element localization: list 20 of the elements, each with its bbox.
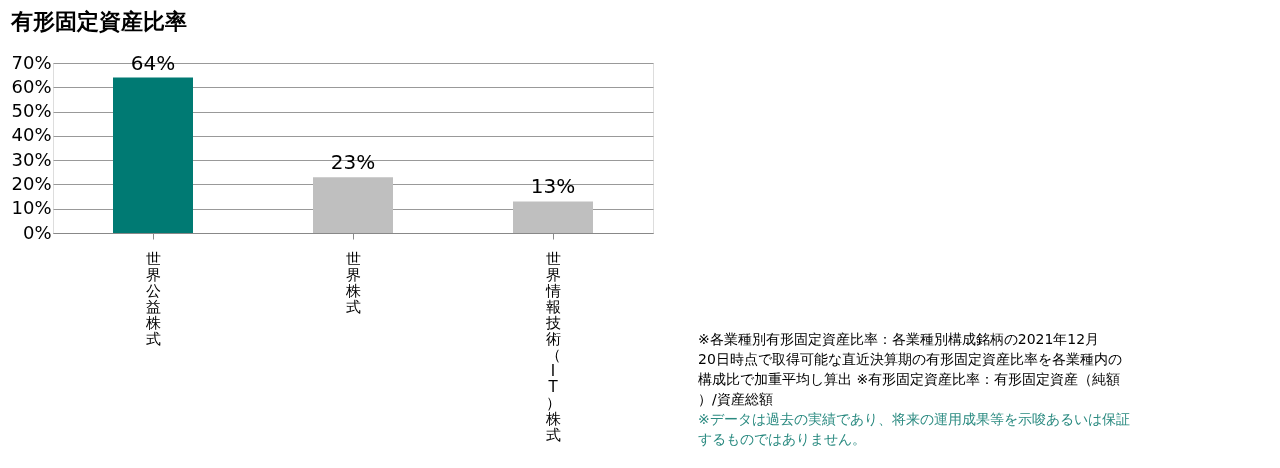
bar <box>113 77 193 233</box>
y-tick-label: 20% <box>11 172 52 194</box>
bar <box>313 177 393 233</box>
x-tick-label: 世界株式 <box>344 249 361 316</box>
text: ※データは過去の実績であり、将来の運用成果等を示唆あるいは保証するものではありません。 <box>698 411 1130 447</box>
x-tick-label: 世界公益株式 <box>144 249 161 348</box>
data-label: 23% <box>330 150 376 175</box>
y-tick-label: 30% <box>11 148 52 170</box>
data-label: 13% <box>530 174 576 199</box>
y-tick-label: 40% <box>11 124 52 146</box>
y-tick-label: 50% <box>11 100 52 122</box>
y-tick-label: 60% <box>11 75 52 97</box>
y-tick-label: 0% <box>22 221 52 243</box>
text: ※各業種別有形固定資産比率：各業種別構成銘柄の2021年12月20日時点で取得可能な直近決算期の有形固定資産比率を各業種内の構成比で加重平均し算出 ※有形固定資産比率：有形固定資産（純額）/資産総額 <box>698 331 1122 407</box>
chart-title: 有形固定資産比率 <box>9 8 187 34</box>
y-tick-label: 70% <box>11 51 52 73</box>
data-label: 64% <box>130 50 176 75</box>
category-label: 世界情報技術（IT）株式 <box>545 249 561 444</box>
y-tick-label: 10% <box>11 197 52 219</box>
bar <box>513 201 593 233</box>
